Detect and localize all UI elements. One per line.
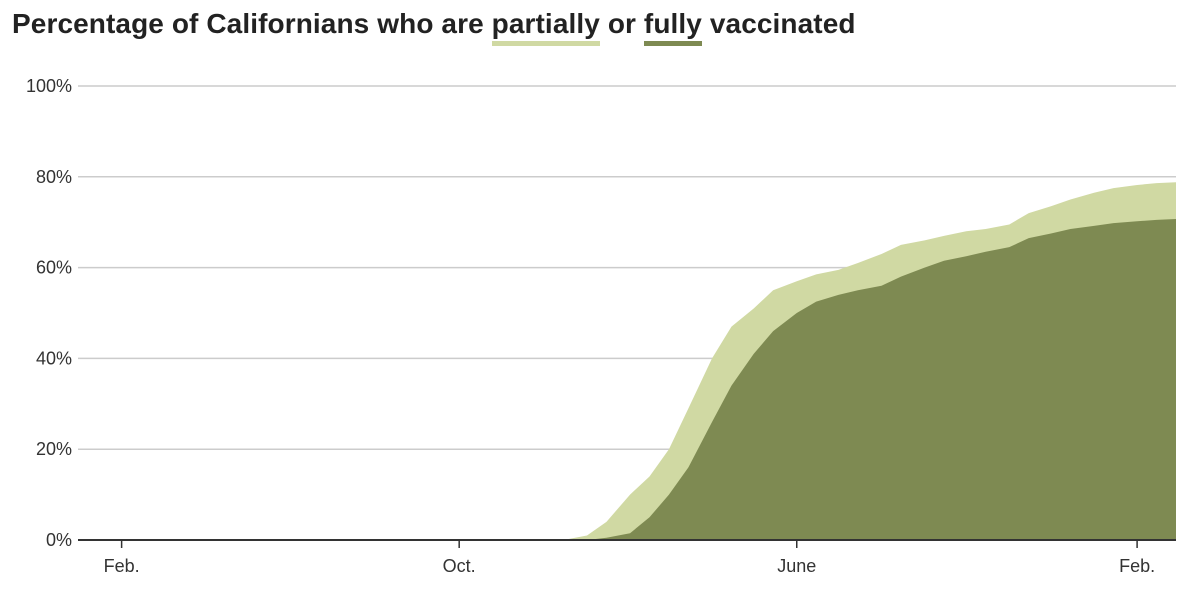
chart-title: Percentage of Californians who are parti… [12, 8, 856, 46]
y-tick-label: 40% [36, 348, 72, 368]
x-tick-label: Feb. [104, 556, 140, 576]
x-tick-label: June [777, 556, 816, 576]
title-middle: or [607, 8, 637, 39]
y-tick-label: 0% [46, 530, 72, 550]
title-partial-legend: partially [491, 8, 601, 46]
x-tick-label: Oct. [443, 556, 476, 576]
y-tick-label: 60% [36, 258, 72, 278]
title-suffix: vaccinated [709, 8, 856, 39]
y-tick-label: 100% [26, 76, 72, 96]
area-fully-vaccinated [121, 219, 1177, 540]
title-prefix: Percentage of Californians who are [12, 8, 484, 39]
y-tick-label: 80% [36, 167, 72, 187]
title-full-legend: fully [643, 8, 703, 46]
x-tick-label: Feb. [1119, 556, 1155, 576]
y-tick-label: 20% [36, 439, 72, 459]
